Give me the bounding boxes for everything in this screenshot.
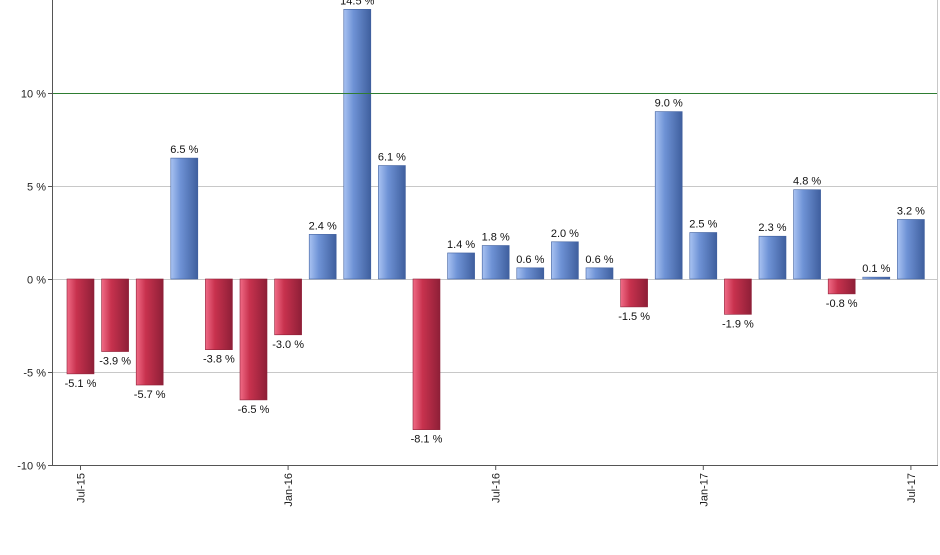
bar-Dec-16 [654, 111, 683, 280]
data-label-Jul-17: 3.2 % [897, 205, 925, 217]
x-tick-label: Jul-17 [906, 473, 918, 503]
data-label-Sep-16: 2.0 % [551, 228, 579, 240]
data-label-Oct-15: 6.5 % [170, 144, 198, 156]
data-label-Aug-16: 0.6 % [516, 254, 544, 266]
bar-Jul-15 [66, 278, 95, 375]
bar-May-16 [412, 278, 441, 430]
x-tick-label: Jul-16 [491, 473, 503, 503]
x-tick-label: Jan-17 [698, 473, 710, 507]
bar-Nov-15 [205, 278, 233, 350]
bar-May-17 [827, 278, 856, 295]
data-label-Nov-16: -1.5 % [618, 311, 650, 323]
bar-Mar-17 [758, 235, 787, 280]
x-tick-label: Jul-15 [76, 473, 88, 503]
data-label-Jan-16: -3.0 % [272, 339, 304, 351]
bars [66, 9, 925, 430]
data-label-Dec-16: 9.0 % [655, 98, 683, 110]
y-tick-label: 0 % [27, 275, 46, 287]
data-label-Mar-16: 14.5 % [340, 0, 374, 7]
bar-Sep-16 [551, 241, 579, 280]
bar-Feb-16 [308, 234, 337, 280]
data-label-May-16: -8.1 % [411, 434, 443, 446]
y-tick-label: 10 % [21, 89, 46, 101]
data-label-Dec-15: -6.5 % [238, 404, 270, 416]
bar-Feb-17 [724, 278, 752, 315]
bar-Dec-15 [239, 278, 268, 401]
data-label-Feb-17: -1.9 % [722, 318, 754, 330]
bar-Jun-16 [447, 252, 475, 280]
bar-Oct-16 [585, 267, 614, 280]
bar-Apr-16 [378, 165, 406, 280]
bar-Jul-16 [481, 245, 510, 280]
bar-Jan-17 [689, 232, 718, 280]
data-label-Jan-17: 2.5 % [689, 219, 717, 231]
data-labels: -5.1 %-3.9 % -5.7 % 6.5 % -3.8 % -6.5 % -3.0 … [65, 0, 926, 446]
x-tick-label: Jan-16 [283, 473, 295, 507]
data-label-Mar-17: 2.3 % [758, 222, 786, 234]
bar-Apr-17 [793, 189, 821, 280]
data-label-May-17: -0.8 % [826, 298, 858, 310]
data-label-Apr-16: 6.1 % [378, 152, 406, 164]
data-label-Aug-15: -3.9 % [99, 356, 131, 368]
bar-Aug-15 [101, 278, 129, 352]
bar-Mar-16 [343, 9, 372, 280]
bar-Oct-15 [170, 157, 199, 280]
bar-Aug-16 [516, 267, 545, 280]
bar-Jun-17 [862, 276, 891, 280]
y-tick-label: -10 % [17, 461, 46, 473]
y-tick-label: -5 % [23, 368, 46, 380]
data-label-Jun-17: 0.1 % [862, 263, 890, 275]
data-label-Nov-15: -3.8 % [203, 354, 235, 366]
bar-Sep-15 [135, 278, 164, 386]
bar-Nov-16 [620, 278, 648, 308]
data-label-Jul-15: -5.1 % [65, 378, 97, 390]
data-label-Apr-17: 4.8 % [793, 176, 821, 188]
bar-Jul-17 [897, 219, 925, 280]
y-tick-label: 5 % [27, 182, 46, 194]
bar-Jan-16 [274, 278, 302, 336]
data-label-Jul-16: 1.8 % [482, 232, 510, 244]
data-label-Feb-16: 2.4 % [309, 220, 337, 232]
data-label-Sep-15: -5.7 % [134, 389, 166, 401]
data-label-Oct-16: 0.6 % [585, 254, 613, 266]
axes: 10 % 5 % 0 % -5 % -10 % Jul-15 Jan-16 Jul-16 Jan… [17, 0, 938, 507]
data-label-Jun-16: 1.4 % [447, 239, 475, 251]
